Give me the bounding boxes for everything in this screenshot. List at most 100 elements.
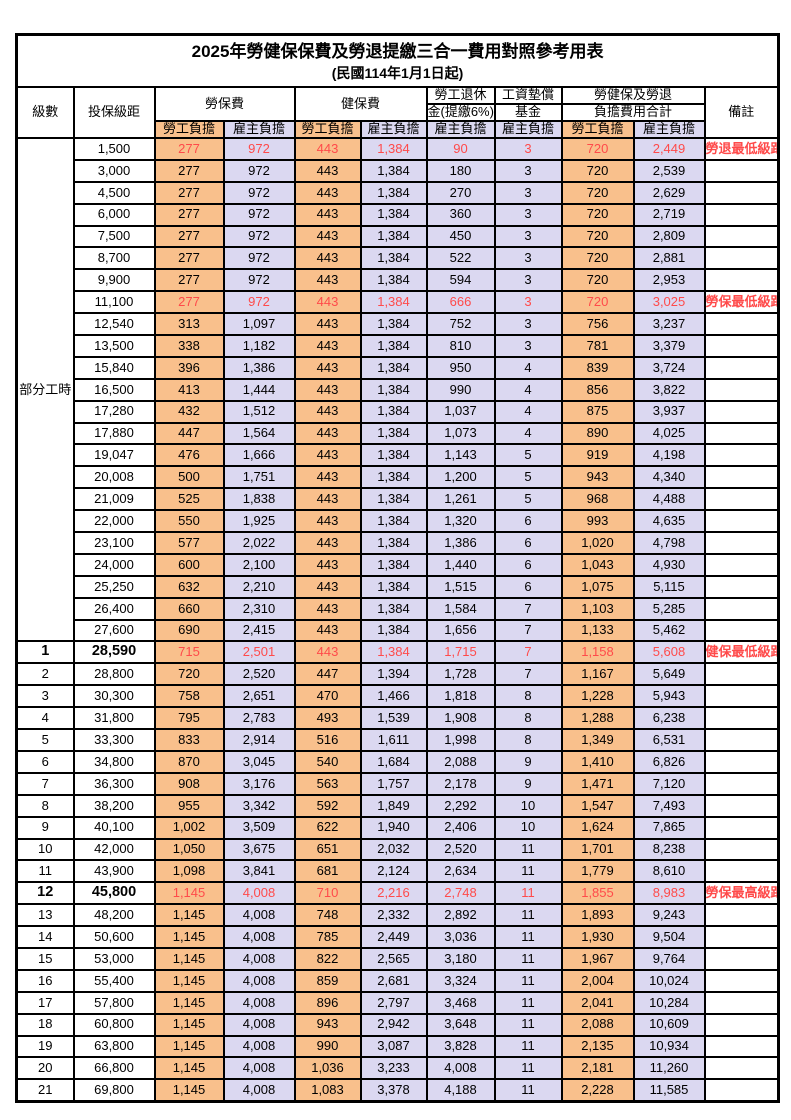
pension-employer-cell: 752: [425, 312, 496, 337]
labor-employer-cell: 2,501: [222, 640, 296, 665]
health-employee-cell: 1,083: [293, 1078, 362, 1103]
table-row: 21 69,800 1,145 4,008 1,083 3,378 4,188 11 2,228…: [15, 1078, 780, 1103]
table-row: 15 53,000 1,145 4,008 822 2,565 3,180 11 1,967 9,…: [15, 946, 780, 971]
bracket-cell: 45,800: [72, 881, 156, 906]
col-header-pension-line1: 勞工退休: [425, 86, 496, 105]
table-row: 16,500 413 1,444 443 1,384 990 4 856 3,822: [17, 377, 780, 402]
labor-employee-cell: 338: [153, 334, 225, 358]
total-employer-cell: 10,609: [632, 1012, 706, 1037]
total-employee-cell: 968: [560, 487, 635, 512]
total-employee-cell: 720: [560, 137, 635, 161]
health-employee-cell: 443: [293, 355, 362, 380]
total-employer-cell: 7,493: [632, 793, 706, 818]
remark-cell: [703, 618, 780, 643]
total-employer-cell: 4,340: [632, 465, 706, 490]
subheader-total-employee: 勞工負擔: [560, 120, 635, 139]
health-employee-cell: 443: [293, 202, 362, 227]
health-employee-cell: 443: [293, 640, 362, 665]
health-employer-cell: 2,032: [359, 837, 428, 862]
subheader-labor-employee: 勞工負擔: [153, 120, 225, 139]
pension-employer-cell: 1,818: [425, 684, 496, 709]
table-row: 20,008 500 1,751 443 1,384 1,200 5 943 4,340: [17, 465, 780, 490]
labor-employer-cell: 2,415: [222, 618, 296, 643]
bracket-cell: 63,800: [72, 1034, 156, 1059]
remark-cell: [703, 377, 780, 402]
level-cell: 10: [15, 837, 75, 862]
health-employee-cell: 443: [293, 137, 362, 161]
labor-employee-cell: 1,145: [153, 946, 225, 971]
total-employee-cell: 781: [560, 334, 635, 358]
health-employer-cell: 1,384: [359, 334, 428, 358]
pension-employer-cell: 950: [425, 355, 496, 380]
labor-employee-cell: 690: [153, 618, 225, 643]
total-employee-cell: 720: [560, 290, 635, 315]
total-employer-cell: 8,610: [632, 859, 706, 884]
total-employee-cell: 1,624: [560, 815, 635, 840]
health-employee-cell: 785: [293, 925, 362, 949]
pension-employer-cell: 450: [425, 224, 496, 249]
bracket-cell: 3,000: [72, 158, 156, 183]
pension-employer-cell: 90: [425, 137, 496, 161]
total-employer-cell: 2,953: [632, 268, 706, 293]
bracket-cell: 9,900: [72, 268, 156, 293]
health-employee-cell: 443: [293, 312, 362, 337]
labor-employee-cell: 720: [153, 662, 225, 687]
total-employer-cell: 4,635: [632, 509, 706, 534]
table-row: 9 40,100 1,002 3,509 622 1,940 2,406 10 1,624 7,8…: [15, 815, 780, 840]
pension-employer-cell: 1,073: [425, 421, 496, 446]
bracket-cell: 31,800: [72, 706, 156, 731]
pension-employer-cell: 2,292: [425, 793, 496, 818]
health-employee-cell: 443: [293, 443, 362, 468]
total-employer-cell: 4,198: [632, 443, 706, 468]
col-header-pension-line2: 金(提繳6%): [425, 103, 496, 122]
health-employer-cell: 1,384: [359, 399, 428, 424]
table-row: 部分工時 1,500 277 972 443 1,384 90 3 720 2,449 勞退最低級距: [15, 136, 780, 643]
labor-employee-cell: 500: [153, 465, 225, 490]
table-row: 21,009 525 1,838 443 1,384 1,261 5 968 4,488: [17, 487, 780, 512]
remark-cell: [703, 837, 780, 862]
remark-cell: [703, 925, 780, 949]
pension-employer-cell: 990: [425, 377, 496, 402]
remark-cell: 健保最低級距: [703, 640, 780, 665]
total-employer-cell: 6,238: [632, 706, 706, 731]
labor-employee-cell: 1,145: [153, 925, 225, 949]
health-employee-cell: 540: [293, 749, 362, 774]
health-employer-cell: 1,394: [359, 662, 428, 687]
col-header-wage-fund-line1: 工資墊償: [493, 86, 563, 105]
remark-cell: [703, 246, 780, 271]
health-employer-cell: 1,384: [359, 268, 428, 293]
total-employee-cell: 919: [560, 443, 635, 468]
pension-employer-cell: 3,180: [425, 946, 496, 971]
wage-fund-employer-cell: 9: [493, 771, 563, 796]
health-employee-cell: 443: [293, 421, 362, 446]
bracket-cell: 21,009: [72, 487, 156, 512]
table-row: 2 28,800 720 2,520 447 1,394 1,728 7 1,167 5,649: [15, 662, 780, 687]
total-employer-cell: 11,585: [632, 1078, 706, 1103]
total-employee-cell: 1,288: [560, 706, 635, 731]
wage-fund-employer-cell: 6: [493, 509, 563, 534]
bracket-cell: 17,280: [72, 399, 156, 424]
remark-cell: [703, 552, 780, 577]
total-employer-cell: 5,285: [632, 596, 706, 621]
labor-employee-cell: 715: [153, 640, 225, 665]
labor-employee-cell: 447: [153, 421, 225, 446]
level-cell: 21: [15, 1078, 75, 1103]
header-row-groups: 級數 投保級距 勞保費 健保費 勞工退休 工資墊償 勞健保及勞退 備註: [15, 86, 780, 139]
level-cell: 13: [15, 903, 75, 928]
level-cell: 3: [15, 684, 75, 709]
table-row: 1 28,590 715 2,501 443 1,384 1,715 7 1,158 5,608 健…: [15, 640, 780, 665]
subheader-labor-employer: 雇主負擔: [222, 120, 296, 139]
wage-fund-employer-cell: 3: [493, 224, 563, 249]
labor-employer-cell: 2,914: [222, 728, 296, 752]
level-cell: 8: [15, 793, 75, 818]
level-cell: 9: [15, 815, 75, 840]
bracket-cell: 53,000: [72, 946, 156, 971]
total-employee-cell: 2,004: [560, 968, 635, 993]
table-row: 9,900 277 972 443 1,384 594 3 720 2,953: [17, 268, 780, 293]
remark-cell: [703, 706, 780, 731]
total-employee-cell: 720: [560, 158, 635, 183]
level-cell: 6: [15, 749, 75, 774]
total-employee-cell: 1,855: [560, 881, 635, 906]
labor-employer-cell: 972: [222, 290, 296, 315]
labor-employer-cell: 1,925: [222, 509, 296, 534]
